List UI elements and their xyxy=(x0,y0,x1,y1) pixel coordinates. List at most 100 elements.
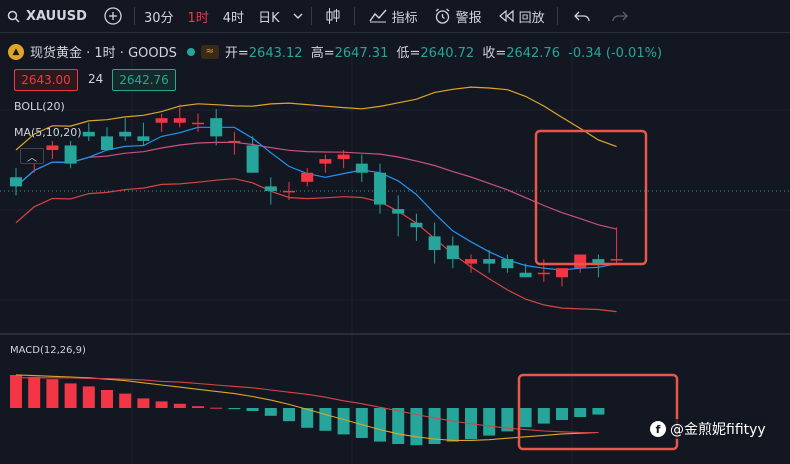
macd-bar xyxy=(283,408,295,422)
candles xyxy=(10,104,623,287)
macd-bar xyxy=(319,408,332,431)
candle-body xyxy=(283,190,295,193)
candle-body xyxy=(592,259,605,264)
candle-body xyxy=(465,259,477,264)
candle-body xyxy=(446,245,459,260)
highlight-box-macd xyxy=(517,373,679,451)
macd-bar xyxy=(501,408,514,432)
top-toolbar: XAUUSD 30分 1时 4时 日K 指标 警报 回放 xyxy=(0,0,790,33)
redo-button[interactable] xyxy=(604,0,636,32)
wave-icon[interactable]: ≈ xyxy=(200,44,219,59)
macd-bar xyxy=(82,386,95,408)
candle-body xyxy=(101,136,113,150)
compare-button[interactable] xyxy=(94,0,132,32)
candle-body xyxy=(337,154,350,160)
bid-price[interactable]: 2643.00 xyxy=(14,69,78,91)
symbol-search[interactable]: XAUUSD xyxy=(0,0,94,32)
macd-bar xyxy=(10,375,22,408)
macd-bar xyxy=(355,408,368,438)
macd-panel xyxy=(10,374,605,446)
candle-body xyxy=(264,186,277,191)
watermark-text: @金煎妮fifityy xyxy=(670,422,766,438)
candle-body xyxy=(410,222,423,228)
macd-bar xyxy=(483,408,496,436)
interval-1d[interactable]: 日K xyxy=(258,10,280,26)
undo-button[interactable] xyxy=(560,0,604,32)
rewind-icon xyxy=(498,10,514,22)
candle-body xyxy=(319,159,332,164)
macd-bar xyxy=(173,403,186,408)
macd-bar xyxy=(246,408,259,411)
macd-bar xyxy=(155,401,168,408)
ohlc-values: 开=2643.12 高=2647.31 低=2640.72 收=2642.76 … xyxy=(225,42,666,61)
candle-body xyxy=(519,272,532,278)
alert-button[interactable]: 警报 xyxy=(426,0,490,32)
spread-value: 24 xyxy=(88,72,104,86)
replay-label: 回放 xyxy=(518,10,545,26)
interval-dropdown[interactable] xyxy=(287,0,309,32)
interval-30m[interactable]: 30分 xyxy=(143,10,174,26)
highlight-box-price xyxy=(534,129,648,266)
interval-1h[interactable]: 1时 xyxy=(187,10,209,26)
replay-button[interactable]: 回放 xyxy=(490,0,555,32)
candle-body xyxy=(82,131,95,137)
boll-lines xyxy=(15,86,617,313)
toolbar-divider xyxy=(353,7,355,25)
low-value: 2640.72 xyxy=(420,46,475,61)
ma-label[interactable]: MA(5,10,20) xyxy=(14,126,82,139)
chevron-up-icon: ︿ xyxy=(27,152,37,164)
candle-body xyxy=(119,131,132,137)
alert-label: 警报 xyxy=(455,10,482,26)
facebook-icon: f xyxy=(650,421,666,437)
toolbar-divider xyxy=(133,7,135,25)
macd-bar xyxy=(537,408,550,424)
highlight-boxes xyxy=(517,129,679,451)
candle-body xyxy=(301,172,314,182)
toolbar-divider xyxy=(310,7,312,25)
ask-price[interactable]: 2642.76 xyxy=(112,69,176,91)
macd-label[interactable]: MACD(12,26,9) xyxy=(10,345,86,356)
candle-body xyxy=(46,145,59,150)
indicators-button[interactable]: 指标 xyxy=(357,0,426,32)
candle-body xyxy=(556,268,568,278)
boll-upper-line xyxy=(15,86,617,151)
high-label: 高= xyxy=(310,46,335,61)
candle-body xyxy=(501,259,514,269)
toolbar-divider xyxy=(556,7,558,25)
macd-bar xyxy=(210,407,223,409)
macd-bar xyxy=(64,383,77,408)
chart-title[interactable]: 现货黄金 · 1时 · GOODS xyxy=(30,46,177,61)
candle-body xyxy=(374,172,386,205)
close-label: 收= xyxy=(482,46,507,61)
candle-body xyxy=(355,163,368,173)
open-label: 开= xyxy=(224,46,249,61)
price-chart[interactable] xyxy=(0,33,790,464)
macd-bar xyxy=(46,379,59,408)
chart-type-button[interactable] xyxy=(314,0,352,32)
boll-lower-line xyxy=(15,178,617,313)
candle-body xyxy=(428,236,441,250)
interval-4h[interactable]: 4时 xyxy=(222,10,245,26)
watermark: f @金煎妮fifityy xyxy=(650,419,766,439)
macd-bar xyxy=(119,393,132,408)
candle-body xyxy=(574,254,587,269)
candle-body xyxy=(210,118,223,137)
macd-bar xyxy=(519,408,532,428)
boll-label[interactable]: BOLL(20) xyxy=(14,100,65,113)
gold-logo-icon: ▲ xyxy=(8,43,24,60)
candle-body xyxy=(392,209,405,214)
low-label: 低= xyxy=(396,46,421,61)
indicators-label: 指标 xyxy=(391,10,418,26)
candle-body xyxy=(610,259,623,261)
collapse-legend-button[interactable]: ︿ xyxy=(20,148,44,164)
high-value: 2647.31 xyxy=(334,46,389,61)
boll-middle-line xyxy=(15,141,617,230)
candle-body xyxy=(10,177,22,187)
chart-legend: ▲ 现货黄金 · 1时 · GOODS ≈ 开=2643.12 高=2647.3… xyxy=(8,42,666,61)
macd-bar xyxy=(392,408,405,444)
chevron-down-icon xyxy=(293,12,303,20)
candle-body xyxy=(192,122,204,125)
change-value: -0.34 (-0.01%) xyxy=(568,46,663,61)
indicators-icon xyxy=(369,9,387,23)
candle-body xyxy=(483,259,496,264)
